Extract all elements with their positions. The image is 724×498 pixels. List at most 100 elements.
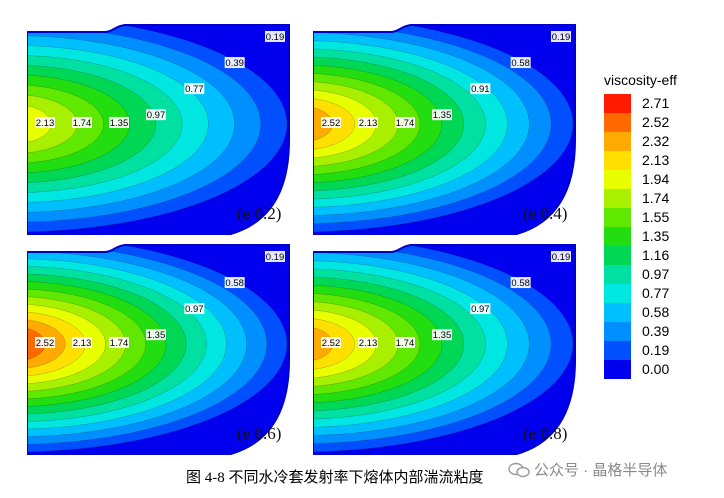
- isoline-label: 0.77: [185, 84, 204, 95]
- isoline-label-bg: [395, 117, 415, 128]
- isoline-label: 0.97: [471, 304, 490, 315]
- isoline-label: 1.74: [396, 338, 415, 349]
- contour-panel-4: 2.52 2.13 1.74 1.35 0.97 0.58 0.19 (e 0.8): [313, 240, 588, 455]
- colorbar-value: 2.52: [642, 114, 670, 130]
- wechat-icon: [508, 462, 530, 478]
- domain-boundary: [313, 244, 576, 455]
- contour-plot: 2.52 2.13 1.74 1.35 0.91 0.58 0.19: [313, 24, 576, 235]
- contour-panel-3: 2.52 2.13 1.74 1.35 0.97 0.58 0.19 (e 0.6): [27, 240, 302, 455]
- colorbar-legend: viscosity-eff 2.71 2.52 2.32 2.13 1.94 1.74 1.…: [604, 72, 722, 392]
- colorbar-value: 0.00: [642, 361, 670, 377]
- isoline-label-bg: [265, 31, 285, 42]
- isoline-label-bg: [470, 83, 491, 95]
- contour-plot: 2.52 2.13 1.74 1.35 0.97 0.58 0.19: [313, 244, 576, 455]
- isoline-label: 2.13: [359, 118, 378, 129]
- contour-panel-1: 2.13 1.74 1.35 0.97 0.77 0.39 0.19 (e 0.2): [27, 20, 302, 235]
- contour-plot: 2.13 1.74 1.35 0.97 0.77 0.39 0.19: [27, 24, 290, 235]
- isoline-label: 0.58: [511, 58, 530, 69]
- watermark: 公众号 · 晶格半导体: [508, 459, 667, 480]
- colorbar-value: 2.13: [642, 152, 670, 168]
- isoline-label-bg: [72, 337, 92, 348]
- isoline-label: 0.58: [511, 278, 530, 289]
- isoline-label: 2.52: [322, 338, 341, 349]
- colorbar-value: 1.94: [642, 171, 670, 187]
- colorbar-swatch: [604, 265, 631, 284]
- colorbar-swatch: [604, 341, 631, 360]
- colorbar-value: 1.35: [642, 228, 670, 244]
- contour-band: [27, 318, 66, 370]
- isoline-label-bg: [72, 117, 92, 128]
- isoline-label-bg: [395, 337, 415, 348]
- colorbar-value: 1.74: [642, 190, 670, 206]
- isoline-label-bg: [146, 329, 166, 341]
- isoline-label-bg: [321, 117, 341, 128]
- colorbar-value: 0.58: [642, 304, 670, 320]
- isoline-label-bg: [109, 117, 129, 128]
- isoline-label-bg: [358, 337, 378, 348]
- isoline-label-bg: [551, 251, 571, 262]
- isoline-label: 2.52: [322, 118, 341, 129]
- colorbar-swatch: [604, 151, 631, 170]
- colorbar-value: 2.32: [642, 133, 670, 149]
- contour-panel-2: 2.52 2.13 1.74 1.35 0.91 0.58 0.19 (e 0.4): [313, 20, 588, 235]
- isoline-label-bg: [551, 31, 571, 42]
- isoline-label: 0.19: [552, 252, 571, 263]
- isoline-label-bg: [184, 83, 205, 95]
- contour-band: [313, 97, 355, 151]
- isoline-label: 2.13: [36, 118, 55, 129]
- isoline-label-bg: [224, 277, 245, 289]
- case-label: (e 0.6): [237, 424, 282, 443]
- colorbar-value: 0.39: [642, 323, 670, 339]
- isoline-label-bg: [470, 303, 491, 315]
- colorbar-swatch: [604, 208, 631, 227]
- isoline-label-bg: [35, 117, 55, 128]
- isoline-label: 1.35: [433, 110, 452, 121]
- colorbar-swatch: [604, 322, 631, 341]
- isoline-label-bg: [321, 337, 341, 348]
- isoline-label: 1.35: [147, 330, 166, 341]
- isoline-label: 2.13: [73, 338, 92, 349]
- case-label: (e 0.4): [523, 204, 568, 223]
- isoline-label: 1.35: [110, 118, 129, 129]
- isoline-label: 0.39: [225, 58, 244, 69]
- isoline-label: 2.13: [359, 338, 378, 349]
- isoline-label: 1.74: [73, 118, 92, 129]
- colorbar-swatch: [604, 94, 631, 113]
- domain-boundary: [27, 24, 290, 235]
- isoline-label: 0.97: [185, 304, 204, 315]
- isoline-label-bg: [35, 337, 55, 348]
- colorbar-swatch: [604, 189, 631, 208]
- colorbar-value: 0.77: [642, 285, 670, 301]
- isoline-label: 0.97: [147, 110, 166, 121]
- colorbar-swatch: [604, 113, 631, 132]
- colorbar-swatch: [604, 132, 631, 151]
- isoline-label: 2.52: [36, 338, 55, 349]
- isoline-label: 0.58: [225, 278, 244, 289]
- isoline-label-bg: [358, 117, 378, 128]
- isoline-label-bg: [146, 109, 166, 121]
- colorbar-value: 1.16: [642, 247, 670, 263]
- isoline-label-bg: [109, 337, 129, 348]
- colorbar-swatch: [604, 360, 631, 379]
- colorbar-value: 2.71: [642, 95, 670, 111]
- isoline-label-bg: [224, 57, 245, 69]
- domain-boundary: [27, 244, 290, 455]
- isoline-label-bg: [510, 277, 531, 289]
- case-label: (e 0.8): [523, 424, 568, 443]
- case-label: (e 0.2): [237, 204, 282, 223]
- colorbar-swatch: [604, 170, 631, 189]
- watermark-text: 公众号 · 晶格半导体: [534, 462, 668, 479]
- isoline-label: 1.74: [396, 118, 415, 129]
- domain-boundary: [313, 24, 576, 235]
- colorbar-value: 1.55: [642, 209, 670, 225]
- colorbar-value: 0.19: [642, 342, 670, 358]
- isoline-label: 1.35: [433, 330, 452, 341]
- isoline-label-bg: [265, 251, 285, 262]
- isoline-label: 0.19: [266, 32, 285, 43]
- colorbar-swatch: [604, 246, 631, 265]
- isoline-label-bg: [510, 57, 531, 69]
- legend-title: viscosity-eff: [604, 72, 677, 88]
- isoline-label-bg: [432, 329, 452, 341]
- colorbar-swatch: [604, 303, 631, 322]
- isoline-label-bg: [432, 109, 452, 121]
